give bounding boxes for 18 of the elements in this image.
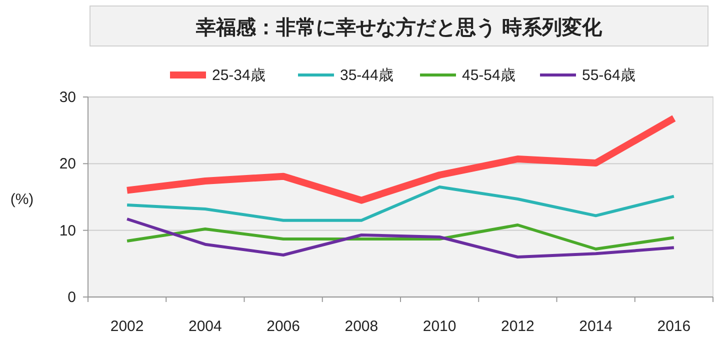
x-tick-label: 2012 xyxy=(501,318,534,335)
x-tick-label: 2016 xyxy=(657,318,691,335)
x-tick-label: 2014 xyxy=(579,318,612,335)
x-tick-label: 2002 xyxy=(110,318,144,335)
legend-label: 25-34歳 xyxy=(212,67,266,84)
x-tick-label: 2006 xyxy=(266,318,300,335)
legend-label: 35-44歳 xyxy=(340,67,394,84)
y-axis-title: (%) xyxy=(10,191,34,208)
x-tick-label: 2004 xyxy=(188,318,222,335)
x-tick-label: 2010 xyxy=(422,318,456,335)
y-tick-label: 10 xyxy=(59,222,76,240)
y-tick-label: 0 xyxy=(68,289,76,306)
chart-title: 幸福感：非常に幸せな方だと思う 時系列変化 xyxy=(195,16,603,39)
legend-label: 45-54歳 xyxy=(462,67,516,84)
legend-label: 55-64歳 xyxy=(582,67,636,84)
x-tick-label: 2008 xyxy=(344,318,378,335)
y-tick-label: 20 xyxy=(59,156,76,173)
y-tick-label: 30 xyxy=(59,89,76,106)
